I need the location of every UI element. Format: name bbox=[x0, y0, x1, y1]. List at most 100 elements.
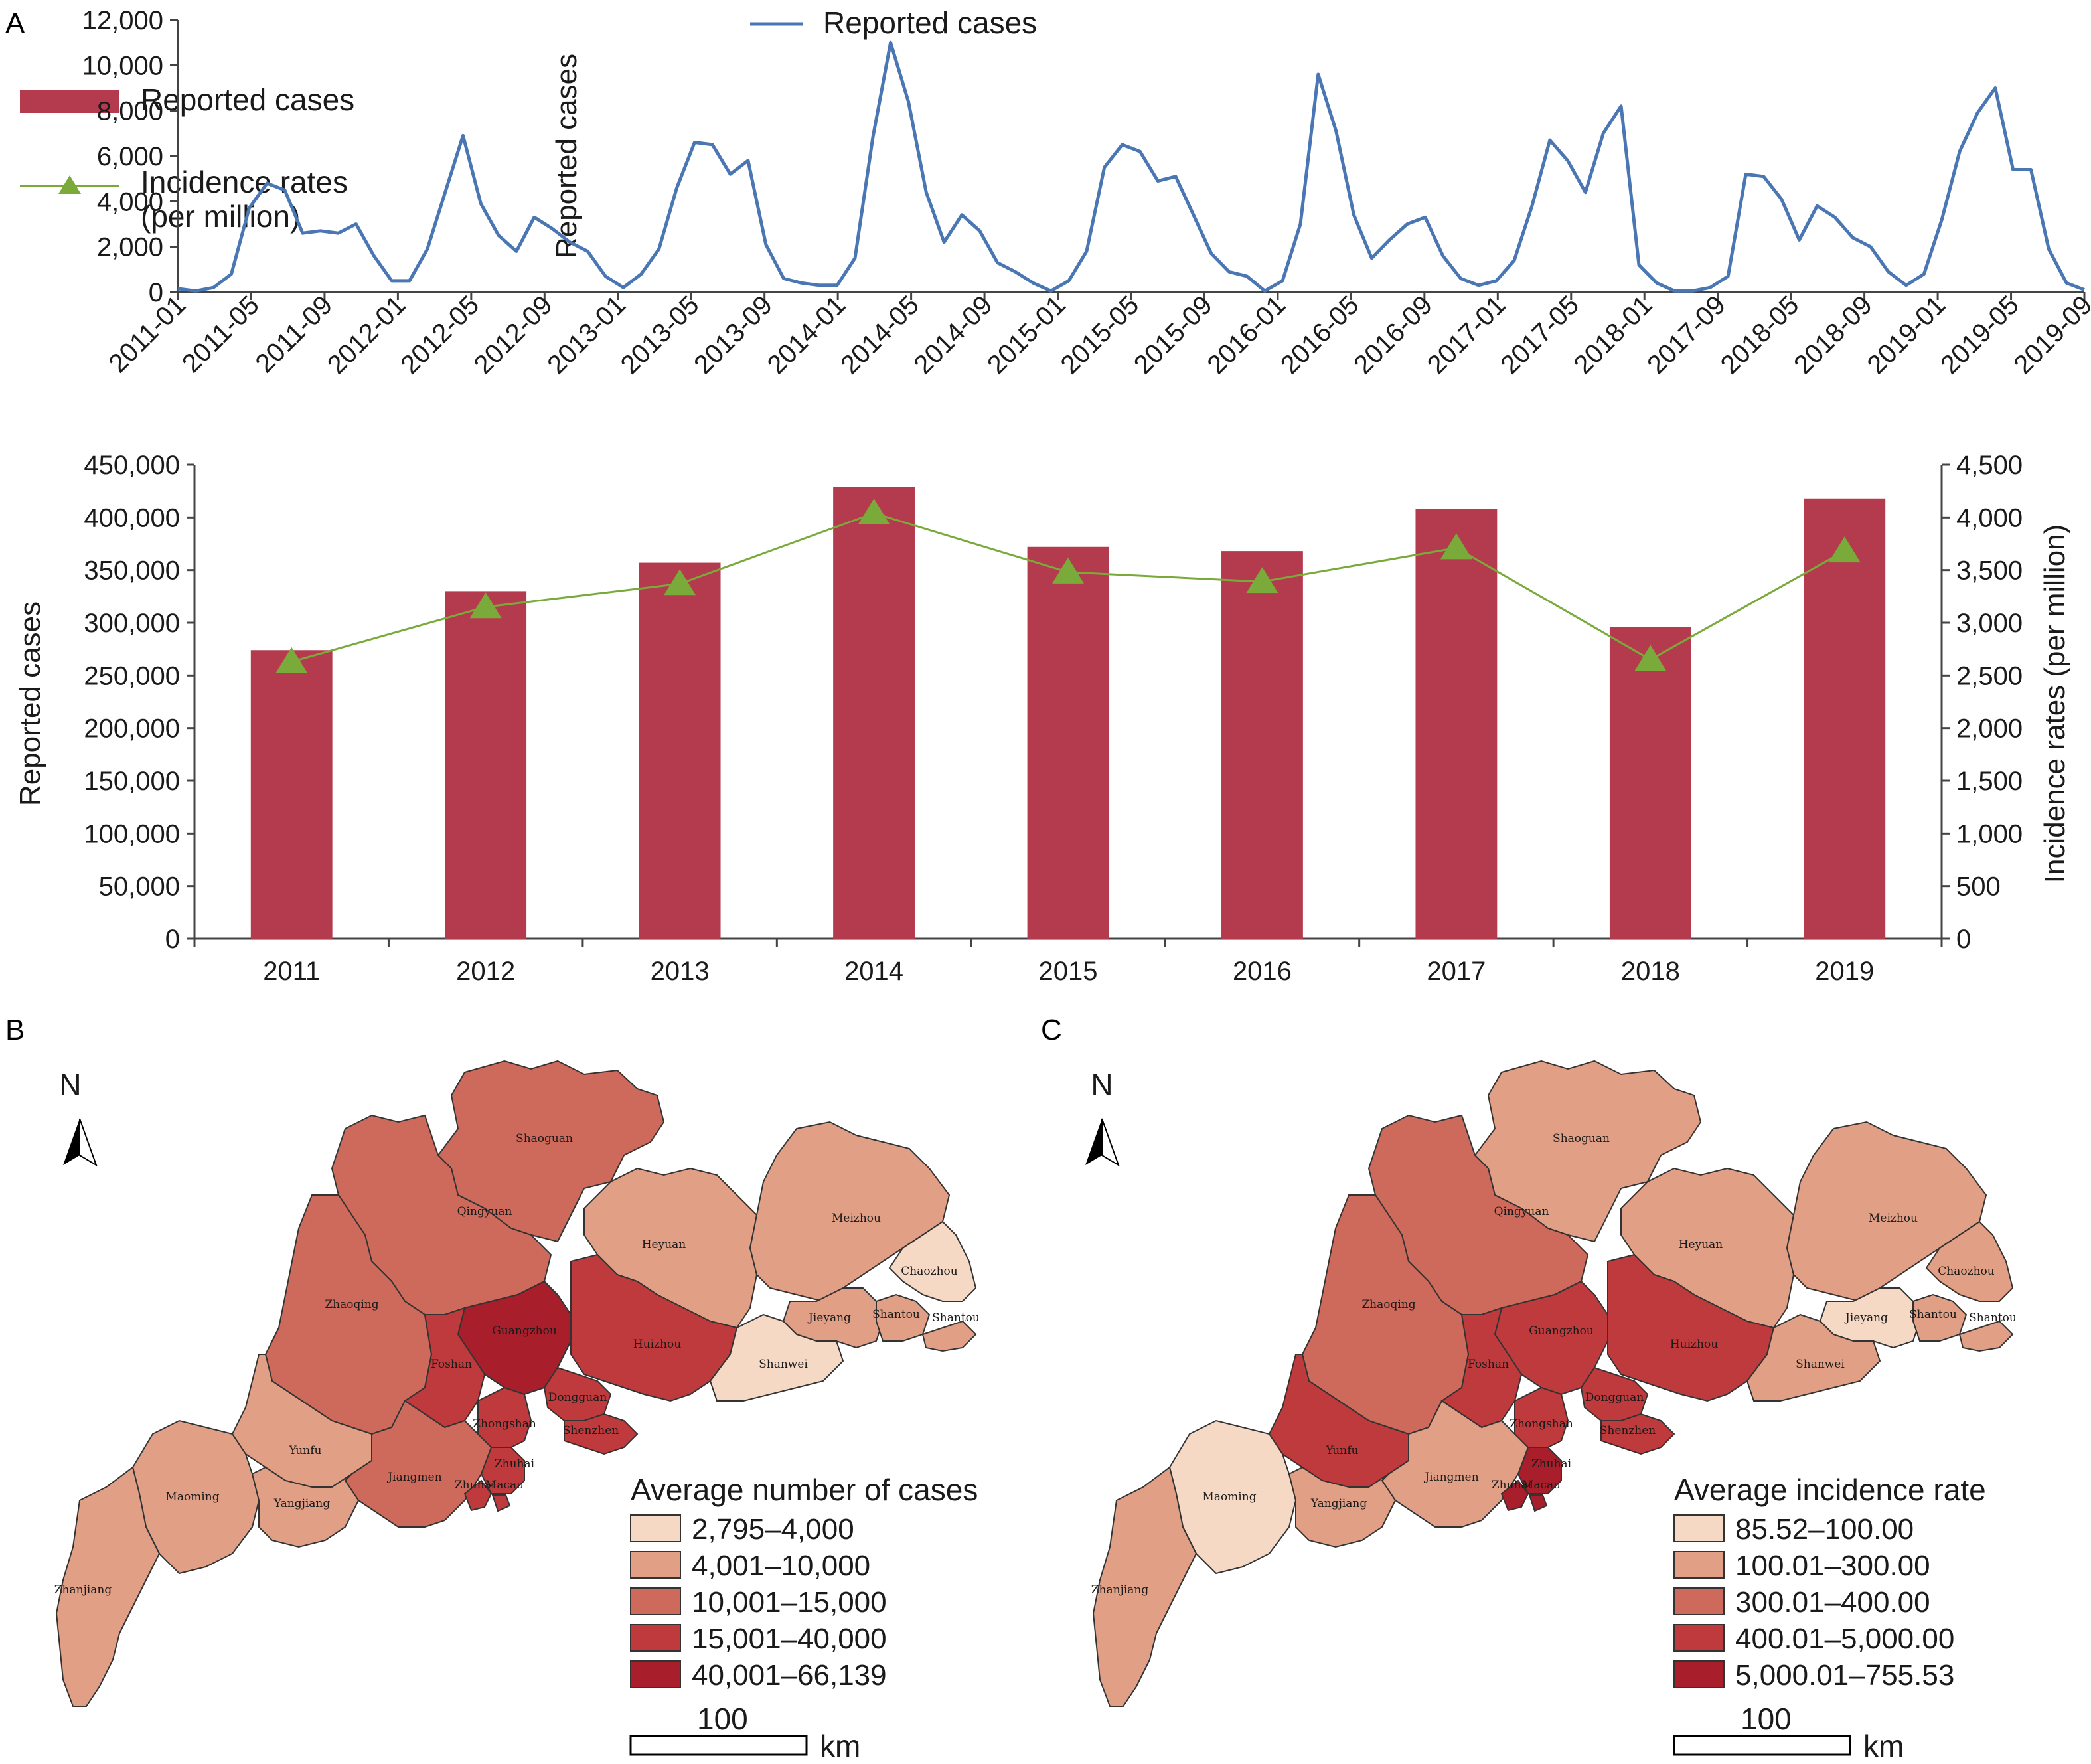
annual-x-tick-label: 2013 bbox=[651, 957, 710, 986]
monthly-x-tick-label: 2011-01 bbox=[104, 290, 192, 378]
annual-right-tick-label: 1,500 bbox=[1956, 767, 2023, 796]
monthly-x-tick-label: 2018-05 bbox=[1715, 290, 1805, 380]
map-region bbox=[1958, 1320, 2014, 1352]
map-region-label: Yangjiang bbox=[1310, 1497, 1367, 1510]
annual-left-tick-label: 400,000 bbox=[84, 503, 180, 532]
annual-right-tick-label: 4,500 bbox=[1956, 451, 2023, 480]
map-c-regions bbox=[1092, 1060, 2014, 1707]
annual-left-tick-label: 150,000 bbox=[84, 767, 180, 796]
map-legend-swatch bbox=[630, 1587, 681, 1615]
map-region-label: Shaoguan bbox=[1553, 1132, 1610, 1145]
annual-x-tick-label: 2012 bbox=[456, 957, 515, 986]
map-region bbox=[491, 1494, 511, 1512]
annual-left-tick-label: 300,000 bbox=[84, 609, 180, 638]
annual-right-tick-label: 4,000 bbox=[1956, 503, 2023, 532]
monthly-x-tick-label: 2017-09 bbox=[1642, 290, 1731, 380]
annual-x-tick-label: 2019 bbox=[1815, 957, 1874, 986]
incidence-rate-point bbox=[1246, 567, 1278, 594]
monthly-x-tick-label: 2018-09 bbox=[1788, 290, 1878, 380]
map-region bbox=[251, 1466, 360, 1548]
map-region-label: Maoming bbox=[165, 1490, 219, 1504]
map-region-label: Heyuan bbox=[642, 1238, 686, 1251]
scale-unit-b: km bbox=[820, 1729, 860, 1763]
north-label-b: N bbox=[59, 1068, 81, 1102]
map-region-label: Shanwei bbox=[1796, 1358, 1845, 1371]
monthly-x-tick-label: 2015-01 bbox=[982, 290, 1071, 380]
map-region-label: Guangzhou bbox=[492, 1324, 557, 1338]
monthly-x-tick-label: 2011-05 bbox=[177, 290, 265, 378]
map-region-label: Shantou bbox=[1909, 1308, 1957, 1321]
panel-label-a: A bbox=[5, 7, 25, 40]
map-region bbox=[55, 1466, 161, 1707]
map-region-label: Meizhou bbox=[832, 1212, 881, 1225]
monthly-y-tick-label: 0 bbox=[149, 278, 163, 307]
map-incidence-rate: N Shaoguan Qingyuan Heyuan Meizhou Chaozhou Z… bbox=[1085, 1060, 2017, 1763]
map-region-label: Zhanjiang bbox=[54, 1583, 112, 1597]
map-region bbox=[1500, 1479, 1529, 1512]
annual-left-tick-label: 250,000 bbox=[84, 661, 180, 690]
monthly-x-tick-label: 2011-09 bbox=[250, 290, 338, 378]
map-region-label: Qingyuan bbox=[1494, 1205, 1549, 1218]
scale-unit-c: km bbox=[1863, 1729, 1904, 1763]
map-region-label: Qingyuan bbox=[457, 1205, 512, 1218]
north-arrow-icon-b bbox=[63, 1119, 80, 1165]
annual-left-tick-label: 0 bbox=[165, 925, 180, 954]
map-region-label: Macau bbox=[1522, 1479, 1561, 1492]
annual-right-axis-title: Incidence rates (per million) bbox=[2039, 524, 2071, 883]
map-region-label: Meizhou bbox=[1869, 1212, 1918, 1225]
map-region-label: Zhaoqing bbox=[325, 1298, 378, 1311]
map-region bbox=[404, 1307, 486, 1429]
annual-x-ticks: 2011 2012 2013 2014 2015 2016 2017 2018 2019 bbox=[193, 939, 1943, 986]
annual-bar bbox=[1415, 509, 1498, 939]
map-region-label: Shaoguan bbox=[516, 1132, 573, 1145]
map-region-label: Yunfu bbox=[1326, 1444, 1359, 1457]
map-region-label: Zhaoqing bbox=[1361, 1298, 1415, 1311]
monthly-y-tick-label: 8,000 bbox=[97, 97, 163, 126]
monthly-legend-label: Reported cases bbox=[823, 5, 1037, 40]
monthly-x-tick-label: 2015-09 bbox=[1128, 290, 1218, 380]
monthly-x-tick-label: 2019-09 bbox=[2008, 290, 2091, 380]
scale-bar-b bbox=[629, 1735, 808, 1756]
annual-right-tick-label: 3,000 bbox=[1956, 609, 2023, 638]
annual-x-tick-label: 2015 bbox=[1039, 957, 1098, 986]
annual-bar bbox=[250, 650, 333, 939]
map-region-label: Macau bbox=[485, 1479, 524, 1492]
incidence-rate-point bbox=[275, 647, 308, 673]
incidence-rate-point bbox=[469, 592, 502, 619]
annual-bar bbox=[1221, 551, 1303, 939]
annual-x-tick-label: 2017 bbox=[1427, 957, 1486, 986]
monthly-x-tick-label: 2019-05 bbox=[1935, 290, 2025, 380]
map-region-label: Jiangmen bbox=[1423, 1471, 1478, 1484]
annual-left-tick-label: 450,000 bbox=[84, 451, 180, 480]
annual-bars bbox=[250, 487, 1886, 939]
map-region-label: Huizhou bbox=[633, 1338, 681, 1351]
annual-left-tick-label: 200,000 bbox=[84, 714, 180, 744]
monthly-x-tick-label: 2013-05 bbox=[615, 290, 705, 380]
map-region bbox=[543, 1366, 612, 1421]
north-label-c: N bbox=[1091, 1068, 1113, 1102]
map-region bbox=[570, 1253, 738, 1402]
map-c-legend: 85.52–100.00 100.01–300.00 300.01–400.00 40… bbox=[1673, 1513, 1954, 1692]
map-region bbox=[480, 1447, 525, 1494]
monthly-y-tick-label: 12,000 bbox=[82, 6, 163, 35]
monthly-y-tick-label: 6,000 bbox=[97, 142, 163, 171]
annual-left-tick-label: 100,000 bbox=[84, 819, 180, 848]
map-legend-label: 40,001–66,139 bbox=[692, 1659, 887, 1692]
map-region-label: Shantou bbox=[932, 1311, 980, 1324]
north-arrow-icon-c bbox=[1085, 1119, 1102, 1165]
monthly-x-tick-label: 2014-01 bbox=[762, 290, 852, 380]
annual-right-tick-label: 3,500 bbox=[1956, 556, 2023, 586]
legend-triangle-marker-icon bbox=[58, 175, 81, 194]
map-average-cases: N Shaoguan Qingyuan Heyuan Meizhou Chaozhou Z… bbox=[54, 1060, 980, 1763]
monthly-y-axis-title: Reported cases bbox=[550, 54, 583, 258]
panel-label-c: C bbox=[1041, 1014, 1062, 1046]
map-region-label: Yangjiang bbox=[273, 1497, 331, 1510]
map-legend-label: 10,001–15,000 bbox=[692, 1586, 887, 1619]
map-region bbox=[1288, 1466, 1397, 1548]
map-region-label: Zhuhai bbox=[1531, 1457, 1572, 1471]
annual-bar bbox=[833, 487, 915, 939]
map-region bbox=[749, 1121, 951, 1303]
monthly-y-tick-label: 4,000 bbox=[97, 187, 163, 216]
map-b-legend-title: Average number of cases bbox=[631, 1473, 978, 1507]
monthly-line-chart: 0 2,000 4,000 6,000 8,000 10,000 12,000 2011-0… bbox=[82, 5, 2091, 380]
